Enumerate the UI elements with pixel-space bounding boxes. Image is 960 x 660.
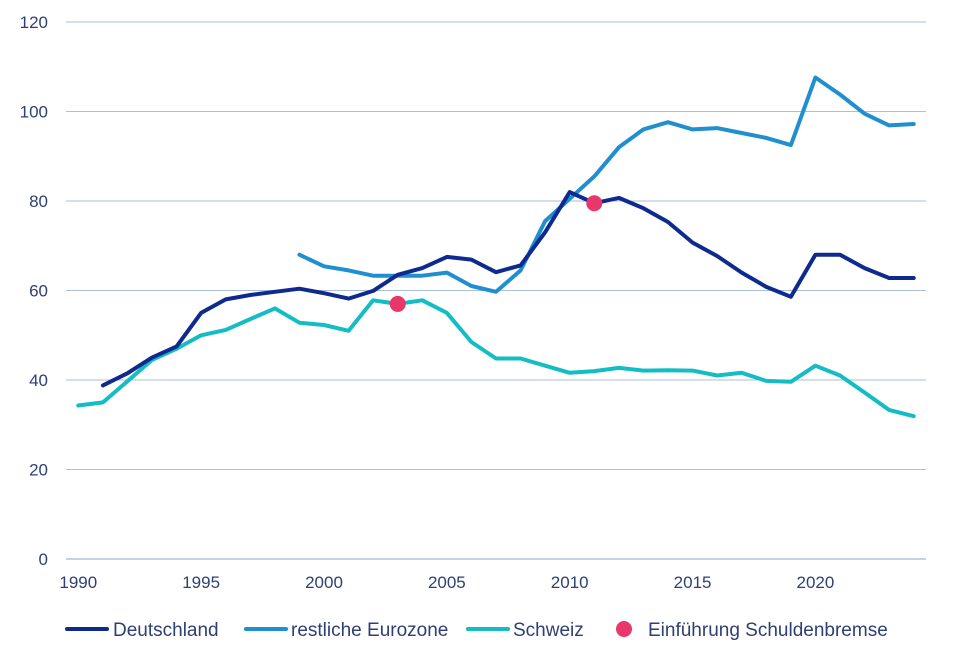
schuldenbremse-markers — [389, 195, 603, 312]
y-axis-ticks: 0 20 40 60 80 100 120 — [20, 13, 48, 569]
legend-swatch-schuldenbremse — [616, 621, 632, 637]
schuldenbremse-marker-1 — [389, 295, 406, 312]
x-axis-ticks: 1990 1995 2000 2005 2010 2015 2020 — [59, 573, 834, 592]
legend-label-restliche-eurozone: restliche Eurozone — [291, 620, 448, 641]
schuldenbremse-marker-2 — [586, 195, 603, 212]
legend: Deutschland restliche Eurozone Schweiz E… — [65, 620, 888, 641]
y-tick-label: 0 — [39, 550, 48, 569]
y-tick-label: 100 — [20, 103, 48, 122]
y-tick-label: 80 — [29, 192, 48, 211]
series-line-deutschland — [100, 190, 916, 388]
x-tick-label: 2015 — [674, 573, 712, 592]
y-tick-label: 20 — [29, 461, 48, 480]
x-tick-label: 2000 — [305, 573, 343, 592]
y-tick-label: 60 — [29, 282, 48, 301]
legend-label-deutschland: Deutschland — [113, 620, 219, 641]
series-lines — [76, 75, 916, 419]
gridlines — [66, 21, 926, 560]
x-tick-label: 1990 — [59, 573, 97, 592]
series-line-schweiz — [76, 298, 916, 419]
x-tick-label: 2020 — [797, 573, 835, 592]
y-tick-label: 120 — [20, 13, 48, 32]
x-tick-label: 2010 — [551, 573, 589, 592]
y-tick-label: 40 — [29, 371, 48, 390]
series-line-restliche-eurozone — [297, 75, 916, 294]
legend-label-schuldenbremse: Einführung Schuldenbremse — [648, 620, 888, 641]
legend-label-schweiz: Schweiz — [513, 620, 584, 641]
x-tick-label: 1995 — [182, 573, 220, 592]
x-tick-label: 2005 — [428, 573, 466, 592]
